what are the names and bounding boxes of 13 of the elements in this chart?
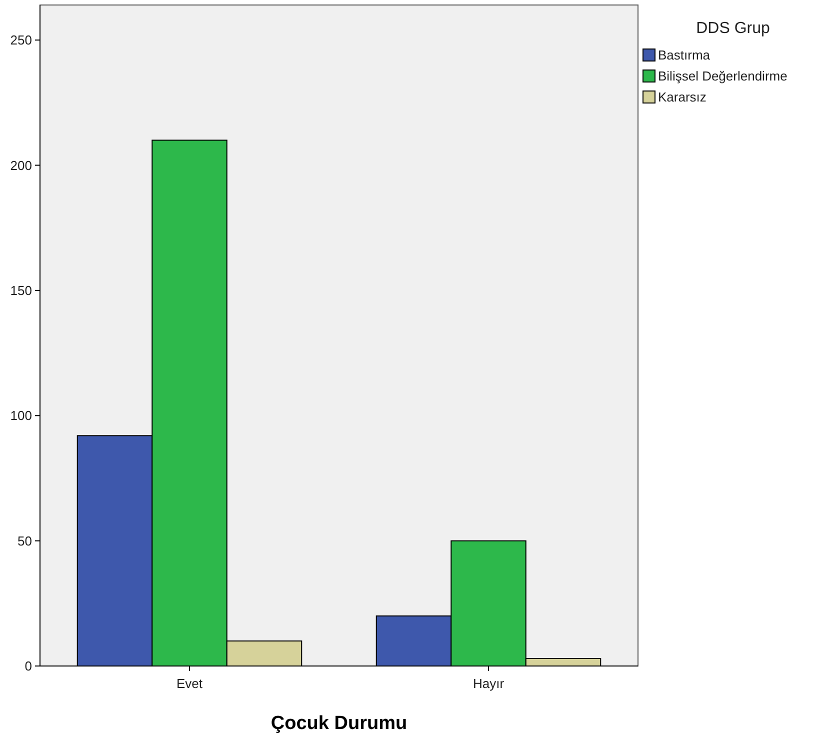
y-tick-label: 100 bbox=[10, 408, 32, 424]
y-tick-label: 150 bbox=[10, 282, 32, 298]
y-tick-label: 200 bbox=[10, 158, 32, 173]
x-tick-label: Hayır bbox=[472, 676, 505, 691]
y-tick-label: 250 bbox=[10, 32, 32, 48]
legend-label: Bilişsel Değerlendirme bbox=[658, 68, 788, 84]
x-tick-label: Evet bbox=[176, 676, 203, 691]
y-tick-label: 50 bbox=[18, 533, 32, 548]
legend-title: DDS Grup bbox=[696, 20, 770, 37]
legend-label: Bastırma bbox=[658, 48, 711, 63]
x-axis-title: Çocuk Durumu bbox=[270, 713, 408, 734]
legend-label: Kararsız bbox=[658, 90, 706, 105]
y-tick-label: 0 bbox=[24, 658, 32, 674]
